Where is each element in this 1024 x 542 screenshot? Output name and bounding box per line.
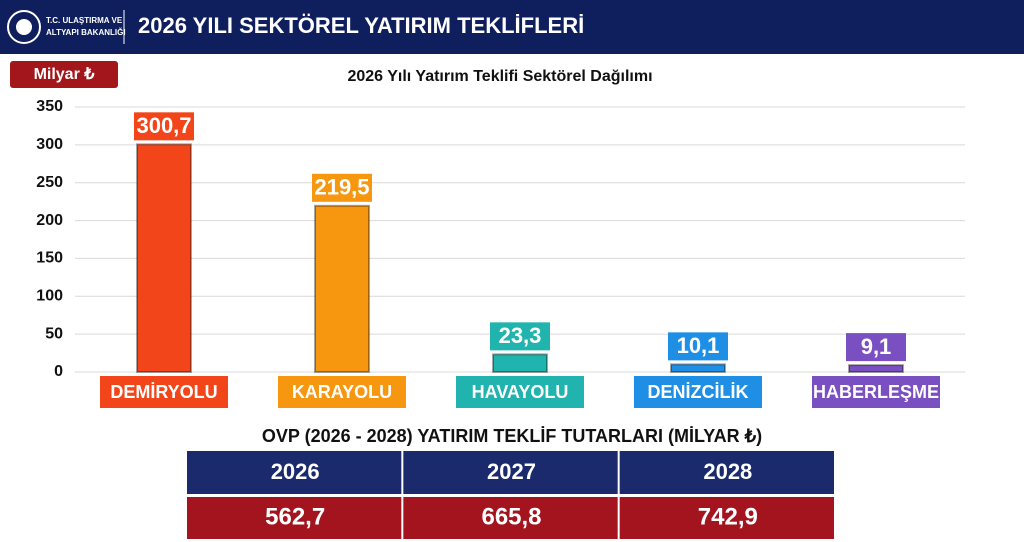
- table-header: 2026: [271, 459, 320, 484]
- value-label: 9,1: [861, 334, 892, 359]
- unit-label: Milyar ₺: [34, 66, 96, 83]
- bar: [136, 143, 192, 373]
- table-cell: [187, 497, 402, 539]
- logo-icon-center: [16, 19, 32, 35]
- x-tick-label: DEMİRYOLU: [110, 382, 217, 402]
- y-tick-label: 300: [36, 136, 63, 153]
- bar: [670, 363, 726, 373]
- slide-title: 2026 YILI SEKTÖREL YATIRIM TEKLİFLERİ: [138, 13, 584, 38]
- bar: [492, 353, 548, 374]
- table-value: 665,8: [481, 503, 541, 530]
- value-label: 23,3: [499, 323, 542, 348]
- value-label-box: [668, 332, 728, 361]
- value-label: 219,5: [314, 175, 369, 200]
- value-label-box: [846, 333, 906, 362]
- table-cell: [403, 497, 618, 539]
- category-box: [634, 376, 762, 408]
- value-label-box: [134, 112, 194, 141]
- table-value: 742,9: [698, 503, 758, 530]
- category-box: [456, 376, 584, 408]
- chart-title: 2026 Yılı Yatırım Teklifi Sektörel Dağıl…: [347, 68, 652, 85]
- logo-text: T.C. ULAŞTIRMA VE: [46, 16, 123, 25]
- value-label-box: [312, 173, 372, 202]
- y-tick-label: 0: [54, 363, 63, 380]
- value-label: 300,7: [136, 113, 191, 138]
- y-tick-label: 350: [36, 98, 63, 115]
- value-label: 10,1: [677, 333, 720, 358]
- unit-box: [10, 61, 118, 88]
- table-value: 562,7: [265, 503, 325, 530]
- y-tick-label: 50: [45, 325, 63, 342]
- table-header: 2028: [703, 459, 752, 484]
- category-box: [812, 376, 940, 408]
- table-cell: [619, 497, 834, 539]
- x-tick-label: HAVAYOLU: [472, 382, 569, 402]
- bar: [848, 364, 904, 373]
- y-tick-label: 200: [36, 212, 63, 229]
- x-tick-label: DENİZCİLİK: [648, 382, 749, 402]
- logo-icon: [7, 10, 41, 44]
- category-box: [100, 376, 228, 408]
- header-bar: [0, 0, 1024, 54]
- value-label-box: [490, 322, 550, 351]
- table-header-cell: [403, 451, 618, 494]
- y-tick-label: 100: [36, 288, 63, 305]
- x-tick-label: KARAYOLU: [292, 382, 392, 402]
- table-title: OVP (2026 - 2028) YATIRIM TEKLİF TUTARLA…: [262, 426, 762, 446]
- category-box: [278, 376, 406, 408]
- table-header: 2027: [487, 459, 536, 484]
- table-header-cell: [619, 451, 834, 494]
- y-tick-label: 250: [36, 174, 63, 191]
- x-tick-label: HABERLEŞME: [813, 382, 939, 402]
- table-header-cell: [187, 451, 402, 494]
- logo-text: ALTYAPI BAKANLIĞI: [46, 28, 126, 37]
- bar: [314, 204, 370, 373]
- y-tick-label: 150: [36, 250, 63, 267]
